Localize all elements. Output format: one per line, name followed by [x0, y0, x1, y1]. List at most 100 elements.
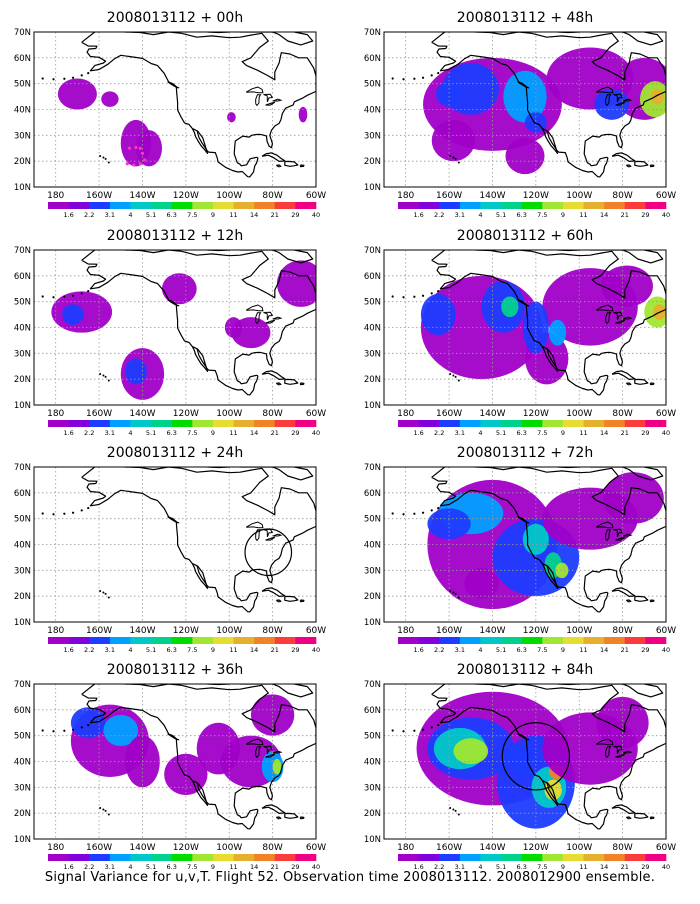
- coastline-puerto-rico: [649, 164, 655, 168]
- lon-tick-label: 160W: [436, 843, 462, 853]
- coastline-great-lakes: [245, 738, 264, 746]
- hawaii-island: [102, 808, 105, 811]
- aleutian-island: [391, 77, 394, 80]
- colorbar-swatch: [109, 854, 131, 861]
- coastline-great-lakes: [245, 521, 264, 529]
- colorbar-swatch: [89, 854, 111, 861]
- colorbar-swatch: [151, 420, 172, 427]
- colorbar-swatch: [645, 420, 667, 427]
- colorbar-label: 5.1: [146, 646, 156, 654]
- variance-shading: [164, 753, 208, 796]
- colorbar-swatch: [192, 420, 214, 427]
- colorbar-label: 40: [312, 863, 320, 871]
- colorbar-swatch: [48, 420, 69, 427]
- colorbar-label: 2.2: [84, 429, 94, 437]
- colorbar-label: 3.1: [455, 211, 465, 219]
- lon-tick-label: 80W: [262, 409, 282, 419]
- coastline-great-lakes: [622, 750, 633, 754]
- coastline-vancouver-island: [517, 299, 530, 307]
- lat-tick-label: 40N: [14, 324, 31, 334]
- colorbar-swatch: [233, 637, 255, 644]
- lon-tick-label: 180: [47, 191, 64, 201]
- lat-tick-label: 40N: [364, 324, 381, 334]
- lat-tick-label: 30N: [14, 349, 31, 359]
- hawaii-island: [452, 374, 455, 377]
- lat-tick-label: 20N: [14, 157, 31, 167]
- lon-tick-label: 180: [47, 409, 64, 419]
- aleutian-island: [402, 78, 405, 81]
- coastline-newfoundland: [668, 732, 683, 744]
- colorbar-label: 1.6: [63, 646, 73, 654]
- coastline-puerto-rico: [299, 599, 305, 603]
- colorbar-swatch: [624, 202, 646, 209]
- colorbar-swatch: [233, 202, 255, 209]
- lon-tick-label: 140W: [479, 191, 505, 201]
- colorbar-label: 11: [579, 429, 587, 437]
- colorbar-label: 11: [579, 646, 587, 654]
- lat-tick-label: 10N: [14, 183, 31, 193]
- colorbar-swatch: [212, 637, 234, 644]
- lat-tick-label: 40N: [14, 758, 31, 768]
- coastline-baja: [541, 563, 559, 589]
- hawaii-island: [99, 590, 102, 592]
- coastline-north-america: [81, 467, 316, 613]
- hawaii-island: [99, 373, 102, 375]
- lat-tick-label: 50N: [14, 298, 31, 308]
- lon-tick-label: 100W: [566, 843, 592, 853]
- colorbar-label: 9: [211, 646, 215, 654]
- lat-tick-label: 50N: [364, 732, 381, 742]
- coastline-jamaica: [275, 382, 282, 386]
- colorbar-label: 29: [641, 646, 649, 654]
- coastline-puerto-rico: [299, 164, 305, 168]
- map-panel: 2008013112 + 60h 70N 60N 50N 40N 30N 20N 10N 180…: [364, 228, 676, 437]
- coastline-great-lakes: [595, 304, 614, 312]
- hawaii-island: [454, 592, 457, 595]
- aleutian-island: [391, 729, 394, 732]
- aleutian-island: [430, 509, 433, 512]
- colorbar-label: 29: [291, 863, 299, 871]
- lat-tick-label: 70N: [14, 246, 31, 256]
- lat-tick-label: 50N: [14, 515, 31, 525]
- coastline-north-america: [81, 684, 316, 830]
- coastline-newfoundland: [318, 298, 333, 310]
- colorbar-swatch: [89, 420, 111, 427]
- target-circle: [501, 722, 571, 791]
- coastline-hispaniola: [284, 812, 299, 819]
- colorbar-swatch: [480, 637, 502, 644]
- lat-tick-label: 10N: [14, 618, 31, 628]
- aleutian-island: [71, 76, 75, 79]
- lat-tick-label: 70N: [364, 28, 381, 38]
- colorbar-label: 9: [211, 863, 215, 871]
- lon-tick-label: 120W: [173, 409, 199, 419]
- coastline-vancouver-island: [517, 733, 530, 741]
- coastline-hispaniola: [284, 595, 299, 602]
- colorbar-label: 29: [291, 429, 299, 437]
- lon-tick-label: 140W: [129, 626, 155, 636]
- map-panel: 2008013112 + 84h 70N 60N 50N 40N 30N 20N 10N 180…: [364, 662, 683, 871]
- colorbar-swatch: [583, 420, 605, 427]
- map-panel: 2008013112 + 24h 70N 60N 50N 40N 30N 20N 10N 180…: [14, 445, 326, 654]
- colorbar-label: 14: [600, 211, 608, 219]
- colorbar-label: 3.1: [455, 863, 465, 871]
- lon-tick-label: 160W: [436, 191, 462, 201]
- colorbar-swatch: [130, 637, 152, 644]
- colorbar-swatch: [501, 202, 522, 209]
- aleutian-island: [413, 512, 416, 515]
- coastline-north-america: [431, 250, 666, 396]
- lon-tick-label: 60W: [656, 626, 676, 636]
- colorbar-label: 5.1: [146, 211, 156, 219]
- colorbar-swatch: [645, 637, 667, 644]
- aleutian-island: [437, 506, 440, 510]
- variance-shading: [57, 78, 97, 110]
- hawaii-island: [104, 809, 107, 812]
- coastline-baja: [191, 346, 209, 372]
- variance-shading: [464, 567, 499, 599]
- colorbar-label: 9: [561, 646, 565, 654]
- hawaii-island: [454, 157, 457, 160]
- coastline-great-lakes: [272, 533, 283, 537]
- colorbar-swatch: [233, 420, 255, 427]
- colorbar-swatch: [624, 420, 646, 427]
- coastline-newfoundland: [318, 80, 333, 92]
- map-panel: 2008013112 + 36h 70N 60N 50N 40N 30N 20N 10N 180…: [14, 662, 326, 871]
- coastline-hispaniola: [634, 160, 649, 167]
